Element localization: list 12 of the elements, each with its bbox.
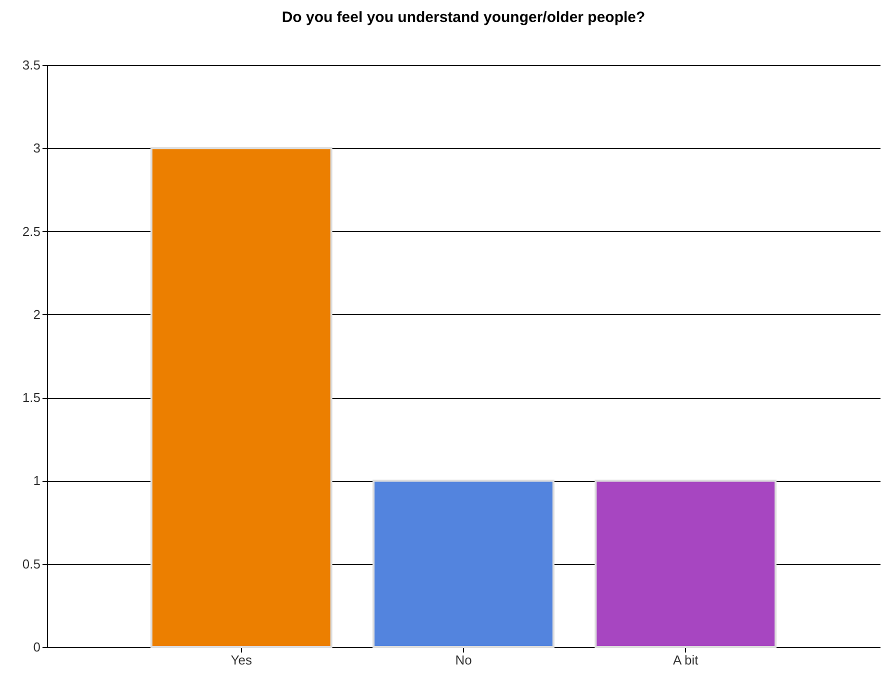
y-tick-label: 3.5 (22, 58, 40, 72)
x-tick-label: Yes (230, 652, 252, 668)
y-tick-label: 2.5 (22, 224, 40, 239)
y-tick-label: 3 (33, 140, 40, 156)
y-tick-label: 0 (33, 640, 40, 654)
y-tick-label: 1 (33, 473, 40, 488)
y-tick-label: 1.5 (22, 390, 40, 406)
x-tick-label: A bit (672, 652, 699, 668)
x-tick-label: No (455, 652, 472, 668)
y-tick-label: 0.5 (22, 556, 40, 572)
y-tick-label: 2 (33, 306, 40, 322)
chart-title: Do you feel you understand younger/older people? (282, 9, 646, 26)
